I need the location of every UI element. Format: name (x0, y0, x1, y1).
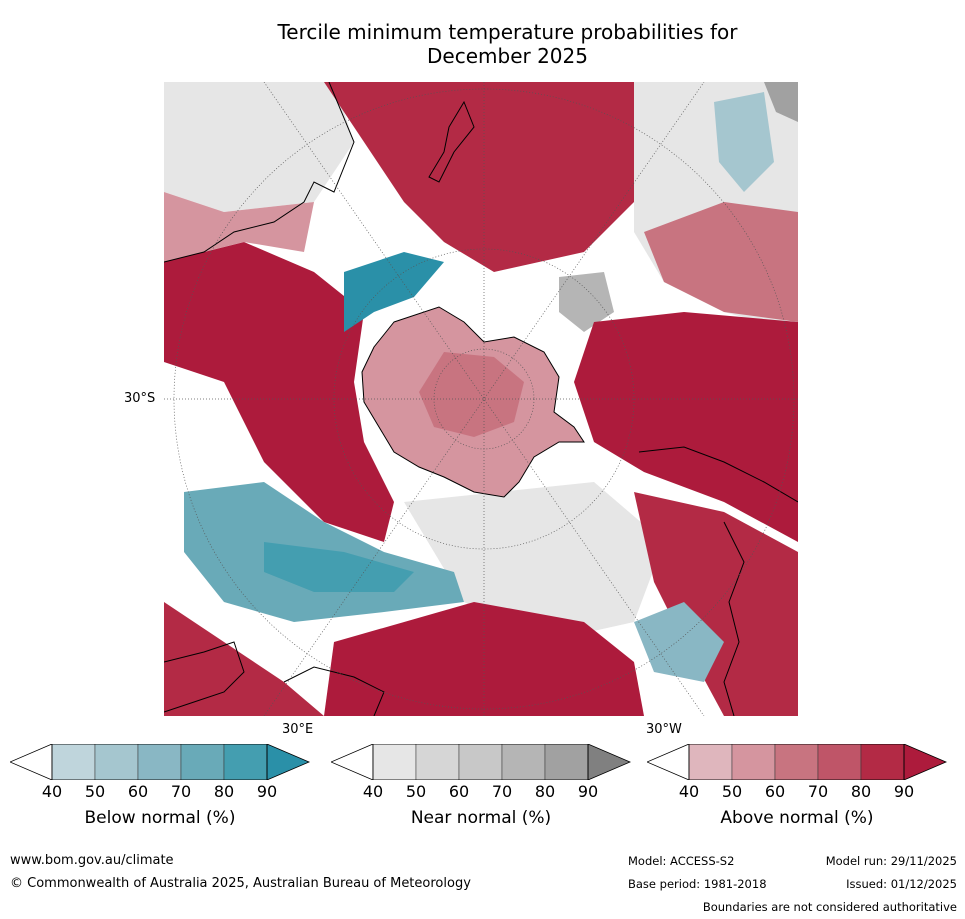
colorbar-segment-low-extend (331, 744, 374, 780)
colorbar-segment-low-extend (10, 744, 53, 780)
colorbar-segment (51, 744, 96, 780)
africa-outline (164, 641, 245, 713)
colorbar-tick-label: 80 (534, 782, 556, 801)
footer-website: www.bom.gov.au/climate (10, 853, 174, 868)
colorbar-outline (372, 744, 589, 780)
colorbar-above-label: Above normal (%) (720, 808, 874, 828)
colorbar-tick-label: 40 (41, 782, 63, 801)
colorbar-segment (501, 744, 546, 780)
lon-label-30w: 30°W (646, 722, 682, 737)
colorbar-outline (688, 744, 905, 780)
colorbar-above-ticks: 40 50 60 70 80 90 (647, 782, 947, 802)
region-near-normal-topright (764, 82, 798, 122)
new-zealand-outline (428, 100, 475, 183)
colorbar-segment (817, 744, 862, 780)
colorbar-near-label: Near normal (%) (410, 808, 552, 828)
colorbar-tick-label: 60 (127, 782, 149, 801)
probability-map (164, 82, 798, 716)
footer-base-period: Base period: 1981-2018 (628, 877, 767, 891)
region-above-light-1 (164, 192, 314, 262)
region-below-atlantic (634, 602, 724, 682)
colorbar-below-ticks: 40 50 60 70 80 90 (10, 782, 310, 802)
region-above-light-2 (644, 202, 798, 322)
map-title: Tercile minimum temperature probabilitie… (0, 20, 965, 68)
lon-label-30e: 30°E (282, 722, 314, 737)
colorbar-above-svg (647, 744, 947, 780)
colorbar-tick-label: 70 (807, 782, 829, 801)
colorbar-tick-label: 60 (764, 782, 786, 801)
south-america-outline (638, 446, 798, 716)
region-near-normal-south (404, 482, 664, 642)
colorbar-tick-label: 90 (256, 782, 278, 801)
colorbar-segment (415, 744, 460, 780)
region-above-southeast (634, 492, 798, 716)
region-below-indian-ocean-dark (264, 542, 414, 592)
colorbar-tick-label: 90 (577, 782, 599, 801)
region-below-pacific (344, 252, 444, 332)
colorbar-tick-label: 50 (84, 782, 106, 801)
footer-model-run: Model run: 29/11/2025 (825, 854, 957, 868)
colorbar-tick-label: 40 (678, 782, 700, 801)
footer-disclaimer: Boundaries are not considered authoritat… (702, 900, 957, 914)
colorbar-segment (731, 744, 776, 780)
colorbar-near-svg (331, 744, 631, 780)
colorbar-tick-label: 50 (721, 782, 743, 801)
lat-label-30s: 30°S (124, 391, 156, 406)
region-above-southwest (164, 602, 324, 716)
colorbar-near (331, 744, 631, 780)
colorbar-segment (180, 744, 225, 780)
colorbar-below-label: Below normal (%) (84, 808, 236, 828)
region-near-normal-north (164, 82, 354, 212)
title-line-1: Tercile minimum temperature probabilitie… (277, 20, 738, 44)
colorbar-segment (372, 744, 417, 780)
colorbar-tick-label: 60 (448, 782, 470, 801)
madagascar-outline (283, 666, 385, 716)
colorbar-tick-label: 80 (850, 782, 872, 801)
colorbar-below (10, 744, 310, 780)
region-near-normal-darker (559, 272, 614, 332)
colorbar-segment (223, 744, 268, 780)
colorbar-tick-label: 70 (170, 782, 192, 801)
region-above-east (574, 312, 798, 542)
region-below-topright (714, 92, 774, 192)
colorbar-segment (860, 744, 905, 780)
region-above-west (164, 242, 394, 542)
australia-outline (164, 82, 355, 263)
colorbar-tick-label: 70 (491, 782, 513, 801)
footer-issued: Issued: 01/12/2025 (846, 877, 957, 891)
colorbar-segment (774, 744, 819, 780)
colorbar-segment (544, 744, 589, 780)
region-above-north (324, 82, 634, 272)
colorbar-outline (51, 744, 268, 780)
map-svg (164, 82, 798, 716)
footer-model: Model: ACCESS-S2 (628, 854, 735, 868)
colorbar-tick-label: 90 (893, 782, 915, 801)
colorbar-segment (94, 744, 139, 780)
colorbar-tick-label: 50 (405, 782, 427, 801)
colorbar-segment (137, 744, 182, 780)
colorbar-segment (688, 744, 733, 780)
colorbar-below-svg (10, 744, 310, 780)
colorbar-near-ticks: 40 50 60 70 80 90 (331, 782, 631, 802)
colorbar-segment (458, 744, 503, 780)
colorbar-segment-low-extend (647, 744, 690, 780)
colorbar-segment-high-extend (266, 744, 310, 780)
colorbar-tick-label: 80 (213, 782, 235, 801)
antarctica-inner (419, 352, 524, 437)
graticule (164, 82, 798, 716)
colorbar-tick-label: 40 (362, 782, 384, 801)
colorbar-above (647, 744, 947, 780)
colorbar-segment-high-extend (903, 744, 947, 780)
title-line-2: December 2025 (427, 44, 588, 68)
footer-copyright: © Commonwealth of Australia 2025, Austra… (10, 876, 471, 891)
colorbar-segment-high-extend (587, 744, 631, 780)
